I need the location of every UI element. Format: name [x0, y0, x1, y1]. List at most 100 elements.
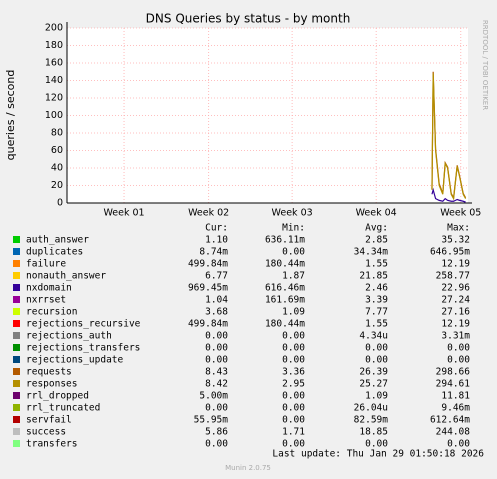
legend-header: Max:: [447, 223, 470, 234]
legend-stat: 18.85: [359, 427, 388, 438]
y-axis-label: queries / second: [4, 70, 17, 161]
y-tick-label: 200: [45, 23, 63, 34]
legend-stat: 0.00: [282, 355, 305, 366]
legend-header: Avg:: [365, 223, 388, 234]
legend-stat: 294.61: [436, 379, 471, 390]
y-tick-label: 160: [45, 58, 63, 69]
legend-name: rejections_update: [26, 355, 124, 366]
legend-stat: 0.00: [282, 403, 305, 414]
series-line: [431, 187, 466, 203]
legend-stat: 1.09: [282, 307, 305, 318]
legend-swatch: [13, 392, 20, 399]
legend-name: rrl_dropped: [26, 391, 89, 402]
legend-stat: 3.36: [282, 367, 305, 378]
legend-swatch: [13, 248, 20, 255]
legend-name: transfers: [26, 439, 77, 450]
legend-stat: 161.69m: [265, 295, 305, 306]
legend-name: rrl_truncated: [26, 403, 100, 414]
legend-swatch: [13, 272, 20, 279]
legend-stat: 5.86: [205, 427, 228, 438]
legend-stat: 7.77: [365, 307, 388, 318]
legend-swatch: [13, 404, 20, 411]
legend-stat: 25.27: [359, 379, 388, 390]
series-line: [431, 73, 467, 201]
y-tick-label: 20: [51, 180, 63, 191]
legend-swatch: [13, 284, 20, 291]
legend-swatch: [13, 416, 20, 423]
legend-name: rejections_transfers: [26, 343, 140, 354]
legend-stat: 0.00: [365, 355, 388, 366]
y-tick-label: 0: [57, 198, 63, 209]
legend-stat: 0.00: [365, 343, 388, 354]
legend-stat: 180.44m: [265, 319, 305, 330]
legend-stat: 1.55: [365, 319, 388, 330]
legend-swatch: [13, 428, 20, 435]
legend-stat: 180.44m: [265, 259, 305, 270]
legend-name: failure: [26, 259, 66, 270]
legend-name: rejections_recursive: [26, 319, 141, 330]
x-tick-label: Week 04: [356, 208, 397, 219]
legend-stat: 1.04: [205, 295, 228, 306]
legend-name: auth_answer: [26, 235, 89, 246]
legend-stat: 34.34m: [354, 247, 389, 258]
x-tick-label: Week 05: [440, 208, 481, 219]
legend-stat: 12.19: [441, 319, 470, 330]
legend-stat: 2.46: [365, 283, 388, 294]
legend-swatch: [13, 380, 20, 387]
legend-stat: 0.00: [205, 403, 228, 414]
legend-stat: 12.19: [441, 259, 470, 270]
legend-stat: 0.00: [205, 355, 228, 366]
legend-name: duplicates: [26, 247, 83, 258]
footer: Munin 2.0.75: [225, 464, 271, 472]
y-tick-label: 80: [51, 128, 63, 139]
legend-swatch: [13, 332, 20, 339]
last-update: Last update: Thu Jan 29 01:50:18 2026: [272, 449, 484, 460]
legend-stat: 0.00: [205, 343, 228, 354]
legend-stat: 9.46m: [441, 403, 470, 414]
legend-stat: 0.00: [282, 391, 305, 402]
legend-stat: 0.00: [282, 415, 305, 426]
legend-name: servfail: [26, 415, 72, 426]
legend-swatch: [13, 320, 20, 327]
legend-name: requests: [26, 367, 72, 378]
x-tick-label: Week 02: [188, 208, 229, 219]
legend-swatch: [13, 236, 20, 243]
legend-stat: 0.00: [205, 439, 228, 450]
legend-stat: 8.42: [205, 379, 228, 390]
x-tick-label: Week 03: [272, 208, 313, 219]
chart-title: DNS Queries by status - by month: [146, 12, 351, 26]
y-tick-label: 60: [51, 145, 63, 156]
legend-name: nxrrset: [26, 295, 66, 306]
legend-stat: 616.46m: [265, 283, 305, 294]
legend-stat: 646.95m: [430, 247, 470, 258]
legend-stat: 612.64m: [430, 415, 470, 426]
legend-swatch: [13, 296, 20, 303]
legend-stat: 636.11m: [265, 235, 305, 246]
legend-stat: 11.81: [441, 391, 470, 402]
x-tick-label: Week 01: [103, 208, 144, 219]
legend-stat: 5.00m: [199, 391, 228, 402]
legend-stat: 8.43: [205, 367, 228, 378]
legend-stat: 0.00: [282, 439, 305, 450]
y-tick-label: 120: [45, 93, 63, 104]
legend-stat: 55.95m: [194, 415, 229, 426]
legend-stat: 22.96: [441, 283, 470, 294]
legend-stat: 2.95: [282, 379, 305, 390]
legend-stat: 298.66: [436, 367, 471, 378]
legend-header: Cur:: [205, 223, 228, 234]
legend-stat: 1.71: [282, 427, 305, 438]
side-label: RRDTOOL / TOBI OETIKER: [481, 20, 489, 110]
legend-stat: 82.59m: [354, 415, 389, 426]
legend-stat: 26.04u: [354, 403, 388, 414]
legend-swatch: [13, 260, 20, 267]
legend-stat: 1.87: [282, 271, 305, 282]
legend-stat: 8.74m: [199, 247, 228, 258]
legend-stat: 499.84m: [188, 319, 228, 330]
legend-swatch: [13, 368, 20, 375]
legend-name: recursion: [26, 307, 77, 318]
legend-stat: 258.77: [436, 271, 470, 282]
legend-stat: 0.00: [447, 439, 470, 450]
legend-stat: 26.39: [359, 367, 388, 378]
legend-stat: 499.84m: [188, 259, 228, 270]
